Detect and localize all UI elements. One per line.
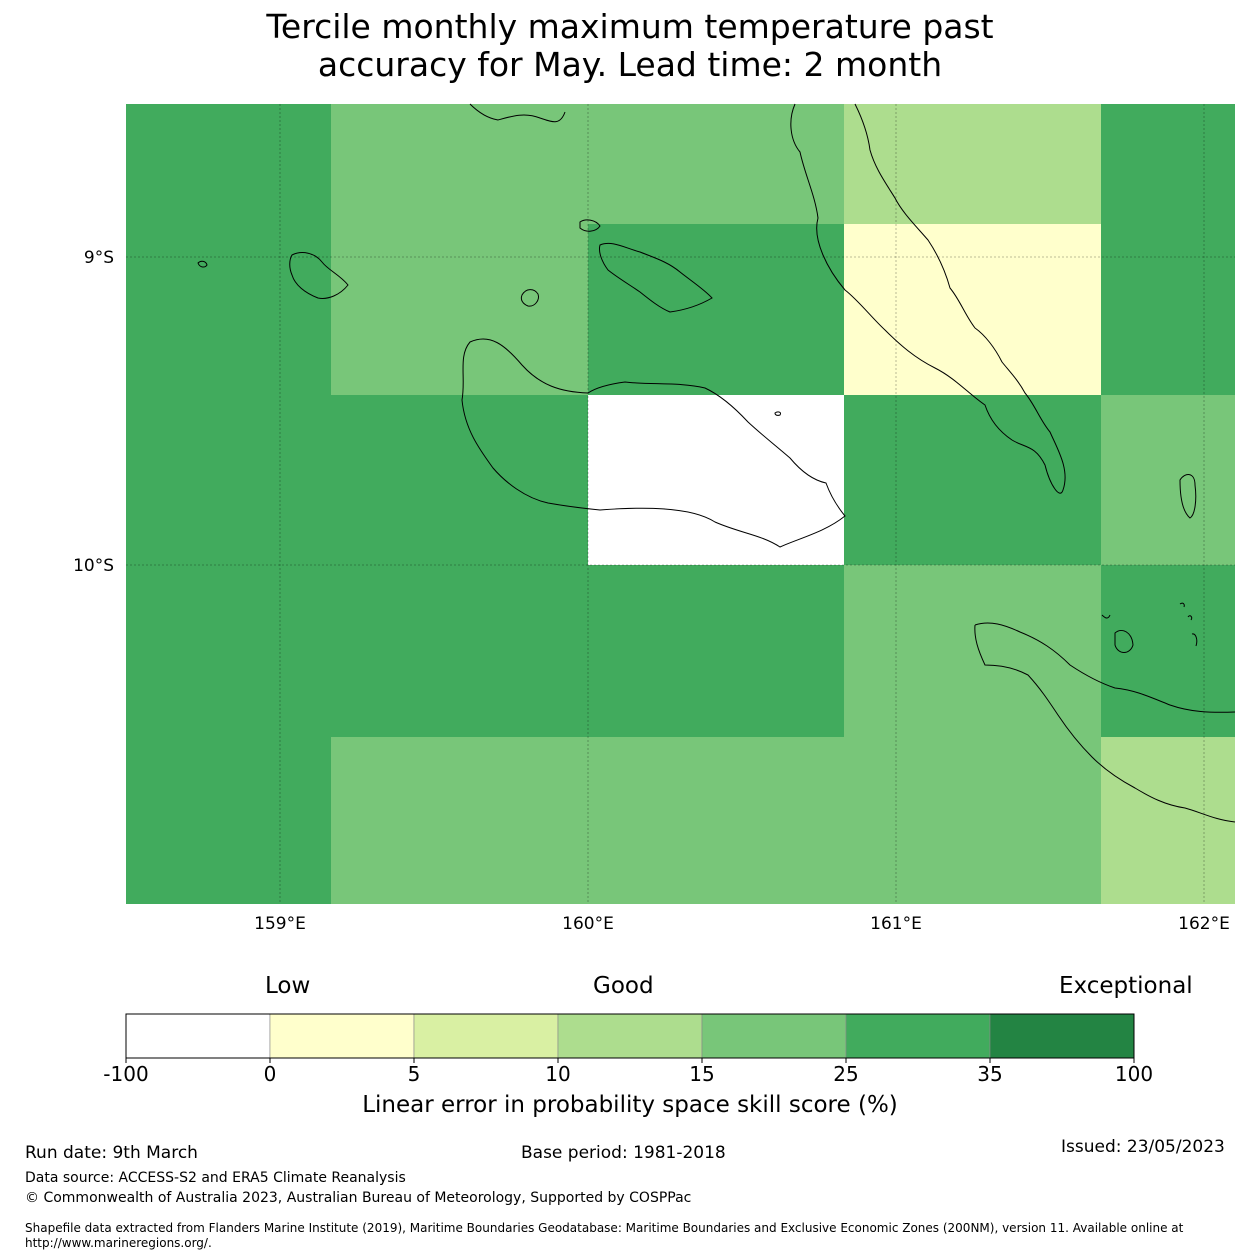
data-source: Data source: ACCESS-S2 and ERA5 Climate … — [25, 1170, 406, 1186]
skill-cell — [844, 565, 1101, 737]
skill-cell — [126, 737, 331, 904]
colorbar-tick-label: 25 — [833, 1062, 858, 1086]
skill-cell — [1101, 104, 1235, 224]
colorbar-segment — [269, 1013, 415, 1059]
skill-cell — [126, 224, 331, 395]
lon-label-160e: 160°E — [562, 914, 614, 934]
coastline-isle-small-2 — [579, 219, 601, 232]
skill-cell — [331, 737, 588, 904]
coastline-south-fragment — [1101, 602, 1198, 647]
coastline-guadalcanal — [461, 338, 846, 548]
colorbar-segment — [989, 1013, 1135, 1059]
issued-date: Issued: 23/05/2023 — [1061, 1137, 1225, 1157]
skill-cell — [331, 395, 588, 565]
skill-cell — [588, 395, 844, 565]
skill-cell — [588, 737, 844, 904]
colorbar-ticks: -100 0 5 10 15 25 35 100 — [103, 1058, 1153, 1086]
colorbar: -100 0 5 10 15 25 35 100 — [103, 1013, 1153, 1086]
map-title-line2: accuracy for May. Lead time: 2 month — [317, 45, 943, 84]
skill-cell — [331, 224, 588, 395]
skill-cell — [844, 395, 1101, 565]
base-period: Base period: 1981-2018 — [521, 1143, 726, 1163]
coastline-isle-small-5 — [1114, 630, 1134, 653]
coastline-malaita — [790, 103, 1066, 494]
graticule — [126, 104, 1235, 904]
colorbar-segment — [125, 1013, 271, 1059]
colorbar-segments — [125, 1013, 1135, 1059]
colorbar-tick-label: 15 — [689, 1062, 714, 1086]
coastline-isle-small-4 — [1179, 474, 1197, 519]
map-title-line1: Tercile monthly maximum temperature past — [266, 7, 994, 46]
skill-cell — [1101, 565, 1235, 737]
coastline-isle-small-3 — [774, 411, 781, 416]
colorbar-tick-label: 0 — [264, 1062, 277, 1086]
colorbar-category-exceptional: Exceptional — [1059, 973, 1193, 999]
skill-cell — [844, 224, 1101, 395]
skill-cell — [126, 104, 331, 224]
skill-cell — [588, 565, 844, 737]
lon-label-159e: 159°E — [254, 914, 306, 934]
coastlines — [197, 103, 1236, 823]
colorbar-segment — [557, 1013, 703, 1059]
skill-cell — [126, 395, 331, 565]
lon-label-161e: 161°E — [870, 914, 922, 934]
lat-label-10s: 10°S — [73, 556, 114, 576]
shapefile-credit: Shapefile data extracted from Flanders M… — [25, 1221, 1184, 1250]
map-title: Tercile monthly maximum temperature past… — [0, 8, 1260, 84]
colorbar-segment — [701, 1013, 847, 1059]
colorbar-frame — [125, 1013, 1135, 1059]
skill-map: 9°S 10°S 159°E 160°E 161°E 162°E — [73, 103, 1236, 934]
skill-cell — [1101, 395, 1235, 565]
colorbar-segment — [845, 1013, 991, 1059]
colorbar-tick-label: 100 — [1115, 1062, 1153, 1086]
colorbar-label: Linear error in probability space skill … — [362, 1092, 898, 1118]
colorbar-tick-label: -100 — [103, 1062, 148, 1086]
skill-cell — [1101, 737, 1235, 904]
skill-cell — [844, 737, 1101, 904]
lat-label-9s: 9°S — [84, 248, 114, 268]
coastline-isle-small-1 — [197, 260, 208, 268]
colorbar-tick-label: 10 — [545, 1062, 570, 1086]
colorbar-tick-label: 35 — [977, 1062, 1002, 1086]
lon-label-162e: 162°E — [1178, 914, 1230, 934]
colorbar-segment — [413, 1013, 559, 1059]
skill-cell — [331, 565, 588, 737]
skill-cell — [588, 224, 844, 395]
coastline-makira — [974, 622, 1236, 823]
coastline-russell-islands — [289, 252, 349, 299]
skill-cell — [331, 104, 588, 224]
skill-cell — [588, 104, 844, 224]
coastline-florida-islands — [599, 242, 713, 313]
skill-cell — [126, 565, 331, 737]
colorbar-category-good: Good — [593, 973, 654, 999]
colorbar-category-low: Low — [265, 973, 311, 999]
coastline-north-fragment — [469, 103, 566, 123]
skill-grid-cells — [126, 104, 1235, 904]
skill-cell — [1101, 224, 1235, 395]
copyright: © Commonwealth of Australia 2023, Austra… — [25, 1190, 692, 1206]
coastline-savo — [520, 289, 539, 307]
colorbar-tick-label: 5 — [408, 1062, 421, 1086]
run-date: Run date: 9th March — [25, 1143, 198, 1163]
skill-cell — [844, 104, 1101, 224]
